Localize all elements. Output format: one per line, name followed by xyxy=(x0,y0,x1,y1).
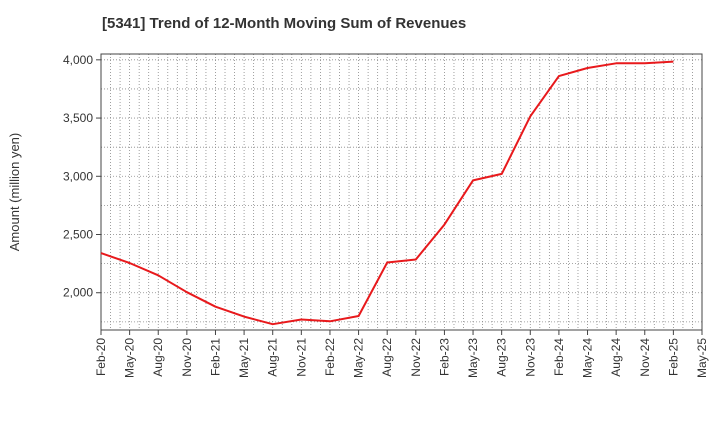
x-tick-label: Nov-23 xyxy=(523,338,537,377)
plot-frame xyxy=(100,53,703,331)
x-tick-label: Feb-20 xyxy=(94,338,108,376)
x-tick-label: May-25 xyxy=(695,338,709,378)
axis-layer xyxy=(96,53,703,335)
x-tick-label: May-20 xyxy=(123,338,137,378)
chart-title: [5341] Trend of 12-Month Moving Sum of R… xyxy=(102,15,467,32)
x-tick-label: May-21 xyxy=(237,338,251,378)
y-tick-label: 2,000 xyxy=(63,286,93,300)
y-tick-label: 3,000 xyxy=(63,169,93,183)
y-tick-label: 3,500 xyxy=(63,111,93,125)
x-tick-label: Nov-24 xyxy=(638,338,652,377)
series-layer xyxy=(100,60,674,326)
x-tick-label: Feb-25 xyxy=(666,338,680,376)
plot-area xyxy=(101,54,702,330)
x-tick-label: Feb-24 xyxy=(552,338,566,376)
x-tick-label: Nov-20 xyxy=(180,338,194,377)
series-line xyxy=(100,60,674,326)
x-tick-label: May-23 xyxy=(466,338,480,378)
x-tick-label: Nov-21 xyxy=(294,338,308,377)
x-tick-label: Aug-20 xyxy=(151,338,165,377)
grid-layer xyxy=(101,54,702,330)
x-tick-label: Aug-24 xyxy=(609,338,623,377)
x-tick-label: May-24 xyxy=(581,338,595,378)
x-tick-label: Aug-22 xyxy=(380,338,394,377)
x-tick-label: Feb-23 xyxy=(437,338,451,376)
x-tick-label: Feb-21 xyxy=(208,338,222,376)
x-tick-label: May-22 xyxy=(352,338,366,378)
y-tick-label: 4,000 xyxy=(63,53,93,67)
label-layer: 2,000 2,500 3,000 3,500 4,000 Feb-20 May-20 Aug… xyxy=(7,53,709,378)
x-tick-label: Feb-22 xyxy=(323,338,337,376)
y-tick-label: 2,500 xyxy=(63,228,93,242)
y-axis-title: Amount (million yen) xyxy=(7,133,22,252)
x-tick-label: Aug-23 xyxy=(495,338,509,377)
x-tick-label: Aug-21 xyxy=(266,338,280,377)
x-tick-label: Nov-22 xyxy=(409,338,423,377)
